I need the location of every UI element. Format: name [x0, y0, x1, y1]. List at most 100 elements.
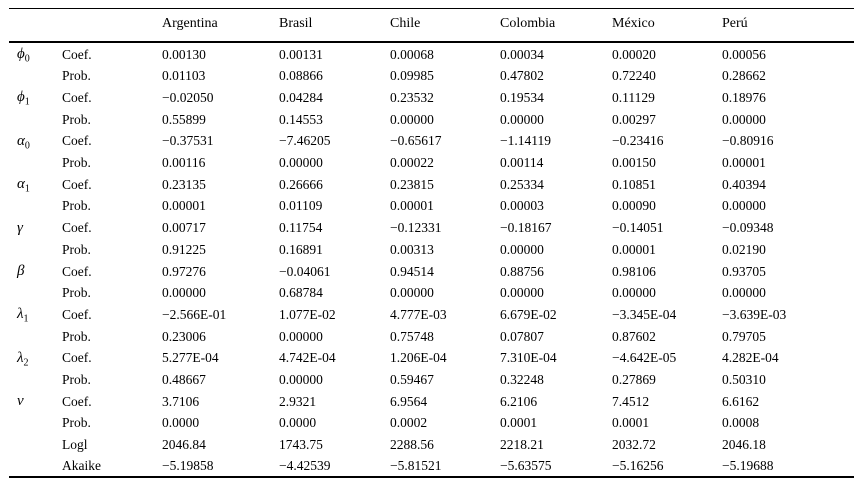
value-cell: 0.72240: [612, 68, 656, 84]
value-cell: −0.18167: [500, 220, 552, 236]
value-cell: 0.00000: [500, 285, 544, 301]
value-cell: 0.00020: [612, 46, 656, 62]
value-cell: 0.00090: [612, 198, 656, 214]
stat-label-cell: Coef.: [62, 176, 92, 192]
value-cell: 0.00003: [500, 198, 544, 214]
table-row: Akaike −5.19858 −4.42539 −5.81521 −5.63575 −5…: [9, 455, 854, 477]
value-cell: 0.00000: [722, 111, 766, 127]
value-cell: 5.277E-04: [162, 350, 219, 366]
value-cell: 0.98106: [612, 263, 656, 279]
value-cell: 4.282E-04: [722, 350, 779, 366]
value-cell: −0.02050: [162, 89, 214, 105]
parameter-symbol: β: [17, 263, 25, 280]
value-cell: 0.00131: [279, 46, 323, 62]
value-cell: −0.12331: [390, 220, 442, 236]
value-cell: 0.40394: [722, 176, 766, 192]
table-row: Logl 2046.84 1743.75 2288.56 2218.21 2032.72 2…: [9, 434, 854, 455]
header-empty-stat-col: [62, 9, 162, 43]
value-cell: −0.09348: [722, 220, 774, 236]
parameter-symbol: α: [17, 176, 25, 193]
value-cell: 0.55899: [162, 111, 206, 127]
value-cell: 2218.21: [500, 436, 544, 452]
value-cell: 7.310E-04: [500, 350, 557, 366]
parameter-subscript: 0: [24, 53, 30, 65]
value-cell: 0.00130: [162, 46, 206, 62]
value-cell: −1.14119: [500, 133, 551, 149]
value-cell: −5.81521: [390, 457, 442, 473]
parameter-symbol: λ: [17, 306, 24, 323]
value-cell: −0.14051: [612, 220, 664, 236]
table-row: Prob. 0.01103 0.08866 0.09985 0.47802 0.72240…: [9, 65, 854, 86]
parameter-subscript: 2: [23, 357, 29, 369]
value-cell: 0.00000: [390, 111, 434, 127]
table-row: β Coef. 0.97276 −0.04061 0.94514 0.88756 0.981…: [9, 260, 854, 282]
parameter-symbol-cell: [9, 434, 62, 455]
value-cell: 0.28662: [722, 68, 766, 84]
value-cell: 0.16891: [279, 241, 323, 257]
value-cell: 0.79705: [722, 328, 766, 344]
value-cell: 4.777E-03: [390, 306, 447, 322]
stat-label-cell: Prob.: [62, 328, 91, 344]
value-cell: 0.19534: [500, 89, 544, 105]
parameter-symbol-cell: γ: [9, 217, 62, 239]
value-cell: 0.91225: [162, 241, 206, 257]
value-cell: −5.19858: [162, 457, 214, 473]
value-cell: 0.59467: [390, 372, 434, 388]
value-cell: 4.742E-04: [279, 350, 336, 366]
value-cell: 0.01103: [162, 68, 206, 84]
parameter-subscript: 1: [24, 183, 30, 195]
parameter-symbol-cell: [9, 109, 62, 130]
stat-label-cell: Coef.: [62, 46, 92, 62]
value-cell: 0.97276: [162, 263, 206, 279]
value-cell: 0.27869: [612, 372, 656, 388]
stat-label-cell: Coef.: [62, 220, 92, 236]
table-row: ν Coef. 3.7106 2.9321 6.9564 6.2106 7.4512 6.61…: [9, 390, 854, 412]
column-header-colombia: Colombia: [500, 16, 556, 31]
value-cell: 0.94514: [390, 263, 434, 279]
value-cell: 0.00068: [390, 46, 434, 62]
value-cell: 0.25334: [500, 176, 544, 192]
value-cell: −0.80916: [722, 133, 774, 149]
value-cell: 0.04284: [279, 89, 323, 105]
parameter-symbol-cell: α0: [9, 130, 62, 152]
stat-label-cell: Coef.: [62, 133, 92, 149]
value-cell: 0.00034: [500, 46, 544, 62]
stat-label-cell: Coef.: [62, 306, 92, 322]
value-cell: −7.46205: [279, 133, 331, 149]
value-cell: −5.63575: [500, 457, 552, 473]
table-row: γ Coef. 0.00717 0.11754 −0.12331 −0.18167 −0.1…: [9, 217, 854, 239]
value-cell: 0.09985: [390, 68, 434, 84]
column-header-chile: Chile: [390, 16, 421, 31]
value-cell: 0.00000: [722, 198, 766, 214]
paper-table-region: Argentina Brasil Chile Colombia México P…: [9, 8, 854, 479]
value-cell: 0.00000: [500, 111, 544, 127]
value-cell: 0.00000: [390, 285, 434, 301]
value-cell: 0.0001: [612, 415, 650, 431]
value-cell: −4.642E-05: [612, 350, 677, 366]
value-cell: 0.75748: [390, 328, 434, 344]
value-cell: 0.23815: [390, 176, 434, 192]
value-cell: −5.16256: [612, 457, 664, 473]
stat-label-cell: Prob.: [62, 155, 91, 171]
value-cell: 0.32248: [500, 372, 544, 388]
parameter-symbol-cell: [9, 455, 62, 477]
value-cell: 0.23006: [162, 328, 206, 344]
regression-results-table: Argentina Brasil Chile Colombia México P…: [9, 8, 854, 479]
value-cell: 3.7106: [162, 393, 200, 409]
value-cell: 0.00000: [612, 285, 656, 301]
value-cell: 0.00000: [279, 328, 323, 344]
value-cell: 6.6162: [722, 393, 760, 409]
table-row: Prob. 0.55899 0.14553 0.00000 0.00000 0.00297…: [9, 109, 854, 130]
value-cell: −5.19688: [722, 457, 774, 473]
value-cell: 0.00717: [162, 220, 206, 236]
value-cell: 0.00000: [279, 372, 323, 388]
table-row: Prob. 0.0000 0.0000 0.0002 0.0001 0.0001 0.000…: [9, 412, 854, 433]
value-cell: 0.87602: [612, 328, 656, 344]
value-cell: −0.65617: [390, 133, 442, 149]
parameter-symbol-cell: α1: [9, 173, 62, 195]
parameter-symbol-cell: β: [9, 260, 62, 282]
value-cell: 0.00000: [722, 285, 766, 301]
value-cell: 0.0000: [279, 415, 317, 431]
column-header-argentina: Argentina: [162, 16, 218, 31]
value-cell: 0.00000: [162, 285, 206, 301]
